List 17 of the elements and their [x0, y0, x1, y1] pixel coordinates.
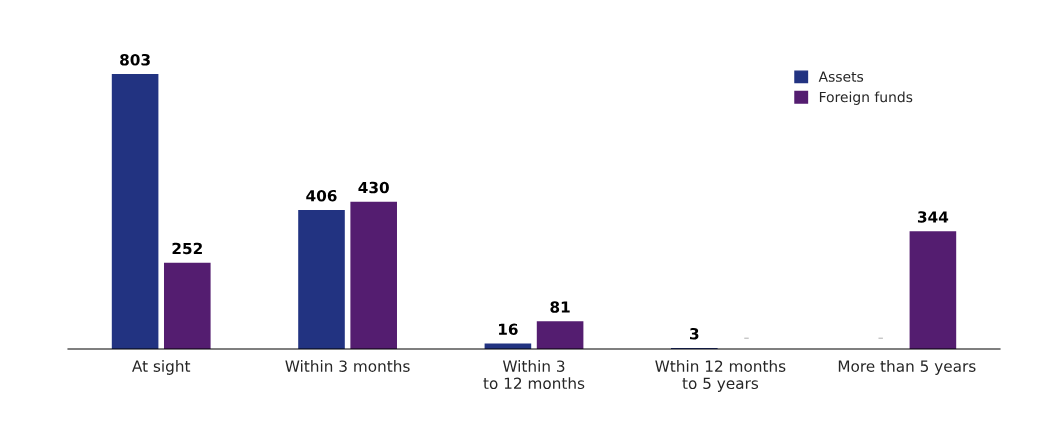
data-label: 16 [499, 323, 518, 336]
legend-label: Assets [818, 71, 864, 82]
data-label: 430 [358, 181, 389, 194]
data-label: 81 [550, 301, 570, 313]
legend-label: Foreign funds [819, 91, 913, 105]
text: – [744, 337, 749, 339]
data-label: 252 [172, 242, 202, 255]
data-label: 803 [120, 53, 150, 66]
x-tick-label: More than 5 years [838, 360, 976, 375]
x-tick-label: Within 3 months [285, 360, 410, 372]
data-label: 406 [306, 189, 337, 202]
text: – [878, 337, 883, 339]
data-label: 3 [690, 327, 699, 340]
x-tick-label: At sight [132, 360, 191, 375]
x-tick-label: Within 3 to 12 months [483, 360, 585, 390]
x-tick-label: Wthin 12 months to 5 years [655, 360, 786, 392]
data-label: 344 [917, 211, 949, 223]
